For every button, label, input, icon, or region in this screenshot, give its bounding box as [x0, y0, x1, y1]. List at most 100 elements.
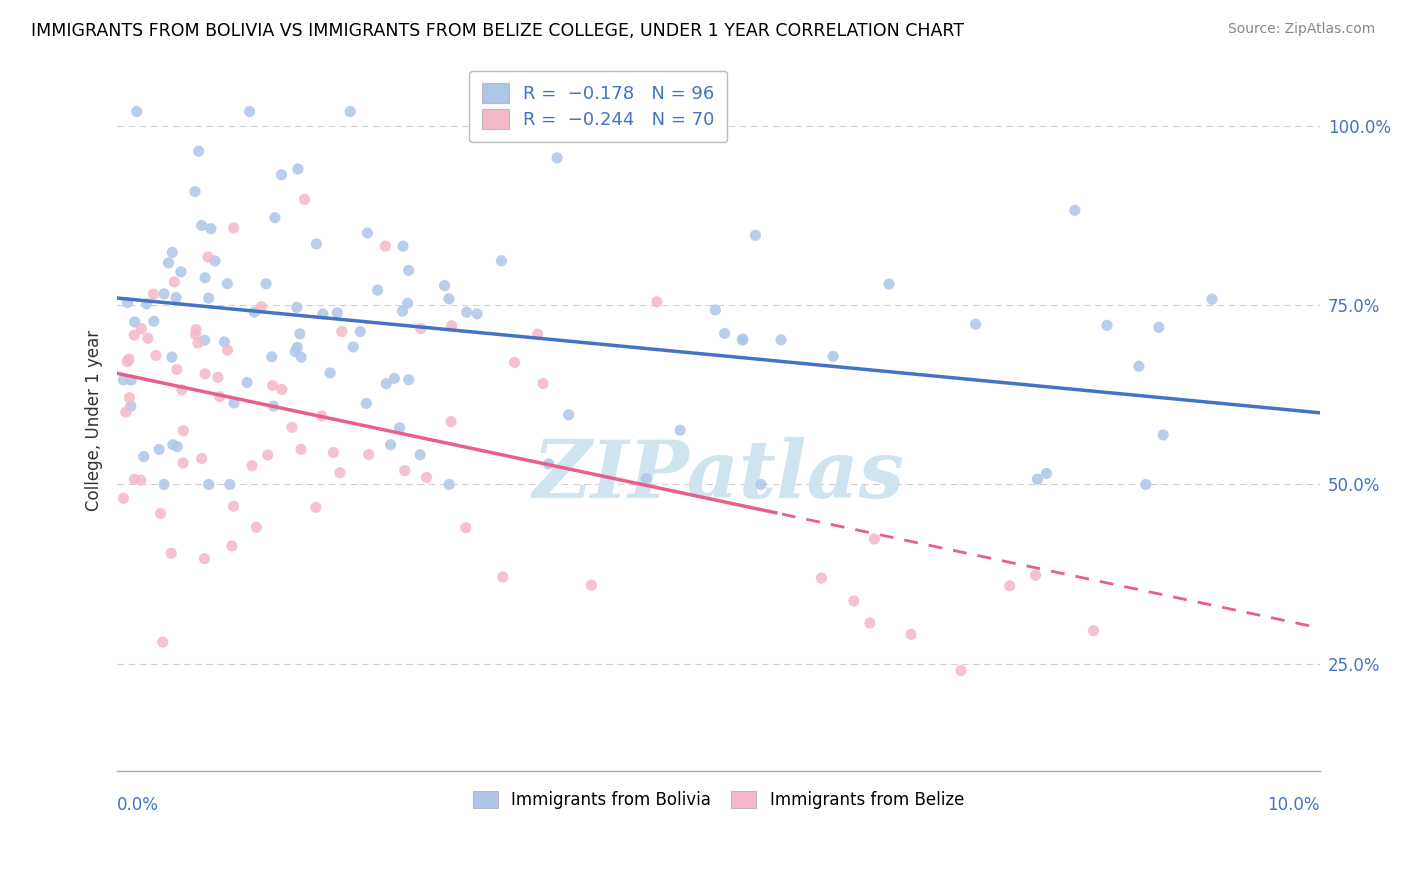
Point	[165, 290, 187, 304]
Point	[311, 409, 333, 423]
Point	[160, 350, 183, 364]
Point	[187, 335, 209, 350]
Point	[160, 546, 183, 560]
Point	[415, 470, 437, 484]
Point	[357, 448, 380, 462]
Point	[163, 275, 186, 289]
Point	[135, 297, 157, 311]
Point	[396, 296, 419, 310]
Point	[166, 362, 188, 376]
Point	[270, 382, 292, 396]
Point	[217, 343, 239, 357]
Point	[238, 104, 260, 119]
Point	[433, 278, 456, 293]
Point	[823, 349, 845, 363]
Point	[339, 104, 361, 119]
Point	[965, 318, 987, 332]
Point	[148, 442, 170, 457]
Point	[770, 333, 793, 347]
Point	[842, 594, 865, 608]
Point	[492, 570, 515, 584]
Point	[170, 383, 193, 397]
Point	[287, 161, 309, 176]
Point	[1135, 477, 1157, 491]
Point	[503, 355, 526, 369]
Text: Source: ZipAtlas.com: Source: ZipAtlas.com	[1227, 22, 1375, 37]
Text: 0.0%: 0.0%	[117, 796, 159, 814]
Point	[194, 334, 217, 348]
Point	[294, 193, 316, 207]
Text: IMMIGRANTS FROM BOLIVIA VS IMMIGRANTS FROM BELIZE COLLEGE, UNDER 1 YEAR CORRELAT: IMMIGRANTS FROM BOLIVIA VS IMMIGRANTS FR…	[31, 22, 965, 40]
Point	[329, 466, 352, 480]
Point	[1064, 203, 1087, 218]
Point	[118, 391, 141, 405]
Point	[557, 408, 579, 422]
Point	[342, 340, 364, 354]
Point	[645, 294, 668, 309]
Point	[392, 239, 415, 253]
Point	[391, 304, 413, 318]
Point	[1095, 318, 1118, 333]
Point	[125, 104, 148, 119]
Point	[398, 263, 420, 277]
Point	[124, 472, 146, 486]
Point	[330, 325, 353, 339]
Point	[264, 211, 287, 225]
Point	[1026, 472, 1049, 486]
Point	[270, 168, 292, 182]
Point	[193, 551, 215, 566]
Point	[322, 445, 344, 459]
Point	[162, 245, 184, 260]
Point	[162, 438, 184, 452]
Point	[236, 376, 259, 390]
Point	[526, 327, 548, 342]
Point	[200, 221, 222, 235]
Point	[454, 521, 477, 535]
Point	[440, 415, 463, 429]
Point	[409, 321, 432, 335]
Point	[149, 507, 172, 521]
Point	[531, 376, 554, 391]
Point	[197, 291, 219, 305]
Point	[184, 322, 207, 336]
Point	[437, 477, 460, 491]
Point	[409, 448, 432, 462]
Point	[375, 376, 398, 391]
Point	[749, 477, 772, 491]
Point	[152, 635, 174, 649]
Point	[136, 331, 159, 345]
Point	[157, 256, 180, 270]
Point	[131, 322, 153, 336]
Point	[1083, 624, 1105, 638]
Point	[704, 302, 727, 317]
Point	[669, 423, 692, 437]
Point	[290, 350, 312, 364]
Point	[194, 367, 217, 381]
Point	[1201, 292, 1223, 306]
Y-axis label: College, Under 1 year: College, Under 1 year	[86, 329, 103, 510]
Point	[349, 325, 371, 339]
Point	[254, 277, 277, 291]
Point	[120, 399, 142, 413]
Point	[218, 477, 240, 491]
Point	[877, 277, 900, 292]
Point	[184, 185, 207, 199]
Text: 10.0%: 10.0%	[1267, 796, 1320, 814]
Point	[132, 450, 155, 464]
Point	[305, 236, 328, 251]
Point	[145, 348, 167, 362]
Point	[207, 370, 229, 384]
Point	[263, 399, 285, 413]
Point	[197, 477, 219, 491]
Point	[1035, 467, 1057, 481]
Point	[290, 442, 312, 457]
Point	[153, 286, 176, 301]
Point	[1025, 568, 1047, 582]
Point	[285, 340, 308, 354]
Point	[284, 344, 307, 359]
Point	[863, 532, 886, 546]
Point	[120, 373, 142, 387]
Point	[187, 144, 209, 158]
Point	[491, 253, 513, 268]
Point	[859, 615, 882, 630]
